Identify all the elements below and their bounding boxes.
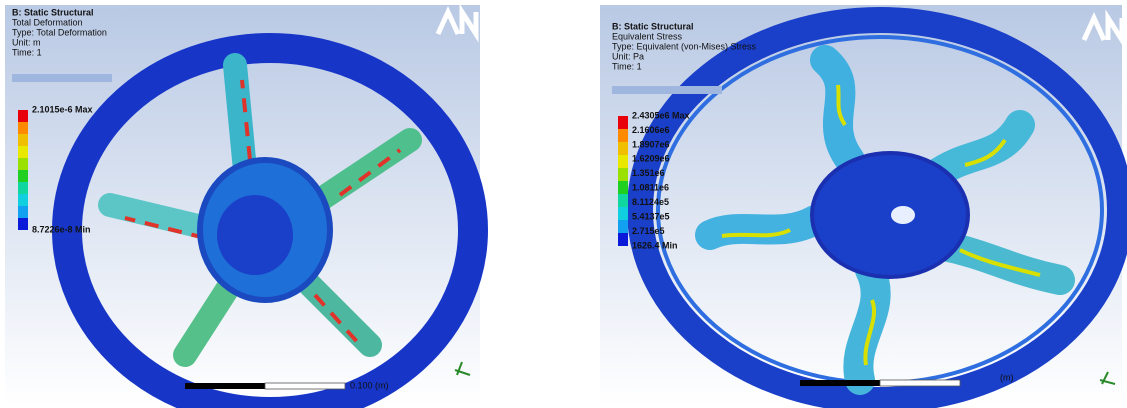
- page: B: Static StructuralTotal DeformationTyp…: [0, 0, 1127, 408]
- legend-label: 1.6209e6: [632, 154, 670, 164]
- legend-label: 1.8907e6: [632, 139, 670, 149]
- legend-label: 2.1606e6: [632, 125, 670, 135]
- header-line: Type: Equivalent (von-Mises) Stress: [612, 41, 757, 51]
- legend-label: 8.1124e5: [632, 197, 669, 207]
- header-line: Equivalent Stress: [612, 31, 683, 41]
- right-viewport: [600, 5, 1122, 405]
- header-line: Unit: m: [12, 37, 41, 47]
- scale-label: 0.100 (m): [350, 380, 389, 390]
- left-viewport: [5, 5, 480, 408]
- legend-label: 2.715e5: [632, 226, 665, 236]
- legend-label: 1626.4 Min: [632, 240, 678, 250]
- header-line: Time: 1: [12, 47, 42, 57]
- legend-label: 8.7226e-8 Min: [32, 224, 91, 234]
- legend-label: 5.4137e5: [632, 211, 670, 221]
- header-line: Unit: Pa: [612, 51, 644, 61]
- header-line: B: Static Structural: [612, 21, 694, 31]
- legend-label: 1.351e6: [632, 168, 665, 178]
- header-line: B: Static Structural: [12, 7, 94, 17]
- screenshot: B: Static StructuralTotal DeformationTyp…: [0, 0, 1127, 408]
- legend-label: 2.4305e6 Max: [632, 110, 690, 120]
- header-line: Time: 1: [612, 61, 642, 71]
- legend-label: 2.1015e-6 Max: [32, 104, 93, 114]
- header-line: Total Deformation: [12, 17, 83, 27]
- legend-label: 1.0811e6: [632, 183, 669, 193]
- legend-colors: [618, 116, 628, 246]
- header-line: Type: Total Deformation: [12, 27, 107, 37]
- scale-label: (m): [1000, 372, 1014, 382]
- legend-colors: [18, 110, 28, 230]
